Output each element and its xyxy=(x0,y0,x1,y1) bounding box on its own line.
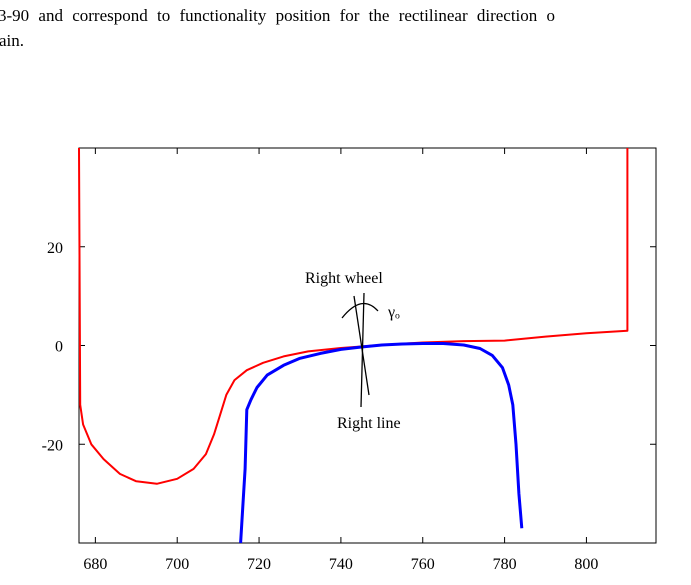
y-tick-label: -20 xyxy=(42,437,63,454)
rail-normal-line xyxy=(360,292,365,408)
paragraph-line-1: 3-90 and correspond to functionality pos… xyxy=(0,6,556,25)
y-tick-label: 0 xyxy=(55,339,63,356)
x-tick-label: 760 xyxy=(411,556,435,573)
series-rail-line xyxy=(78,147,629,485)
x-tick-label: 800 xyxy=(574,556,598,573)
annotation-angle: γₒ xyxy=(387,304,400,321)
x-tick-label: 720 xyxy=(247,556,271,573)
wheel-tangent-line xyxy=(353,295,370,396)
angle-arc xyxy=(341,302,379,319)
y-tick-label: 20 xyxy=(47,240,63,257)
x-tick-label: 740 xyxy=(329,556,353,573)
x-tick-label: 780 xyxy=(493,556,517,573)
annotation-right-line: Right line xyxy=(337,415,401,432)
annotation-right-wheel: Right wheel xyxy=(305,270,383,287)
x-tick-label: 680 xyxy=(83,556,107,573)
paragraph-line-2: ain. xyxy=(0,31,25,50)
x-tick-label: 700 xyxy=(165,556,189,573)
series-wheel-line xyxy=(239,342,524,544)
